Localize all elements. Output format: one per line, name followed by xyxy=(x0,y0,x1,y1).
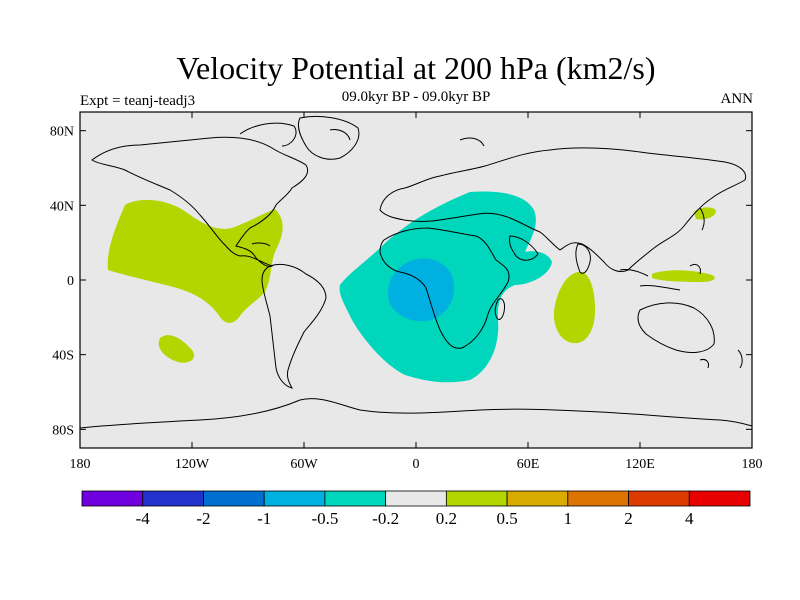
latitude-axis: 80N 40N 0 40S 80S xyxy=(50,125,752,438)
colorbar-label: -4 xyxy=(136,509,151,528)
map-title: Velocity Potential at 200 hPa (km2/s) xyxy=(176,50,656,86)
colorbar-label: 0.5 xyxy=(496,509,517,528)
map-subtitle: 09.0kyr BP - 09.0kyr BP xyxy=(341,89,491,105)
positive-anomaly-south-pacific xyxy=(158,335,195,363)
lat-tick-label: 80S xyxy=(52,423,74,438)
lon-tick-label: 0 xyxy=(413,457,420,472)
positive-anomaly-northwest-pacific xyxy=(694,207,716,220)
colorbar: -4 -2 -1 -0.5 -0.2 0.2 0.5 1 2 4 xyxy=(81,490,751,528)
colorbar-label: 0.2 xyxy=(436,509,457,528)
colorbar-swatch xyxy=(688,490,751,507)
colorbar-label: 1 xyxy=(564,509,573,528)
colorbar-label: -2 xyxy=(196,509,210,528)
colorbar-swatch xyxy=(81,490,144,507)
longitude-axis: 180 120W 60W 0 60E 120E 180 xyxy=(70,112,763,472)
colorbar-label: 4 xyxy=(685,509,694,528)
lon-tick-label: 180 xyxy=(70,457,91,472)
lat-tick-label: 40N xyxy=(50,199,74,214)
colorbar-label: -1 xyxy=(257,509,271,528)
colorbar-swatch xyxy=(445,490,508,507)
lat-tick-label: 80N xyxy=(50,125,74,140)
colorbar-swatch xyxy=(506,490,569,507)
lon-tick-label: 180 xyxy=(742,457,763,472)
lat-tick-label: 40S xyxy=(52,349,74,364)
negative-anomaly-core xyxy=(388,258,454,322)
map-plot: 80N 40N 0 40S 80S 180 120W 60W 0 60E 120E 180 xyxy=(50,111,763,472)
colorbar-label: 2 xyxy=(624,509,633,528)
colorbar-swatch xyxy=(628,490,690,507)
lon-tick-label: 120E xyxy=(625,457,655,472)
lon-tick-label: 60W xyxy=(290,457,318,472)
experiment-label: Expt = teanj-teadj3 xyxy=(80,93,196,109)
positive-anomaly-north-pacific xyxy=(107,199,283,323)
lon-tick-label: 60E xyxy=(517,457,540,472)
colorbar-swatch xyxy=(385,490,447,507)
colorbar-swatch xyxy=(263,490,326,507)
colorbar-label: -0.2 xyxy=(372,509,399,528)
colorbar-label: -0.5 xyxy=(311,509,338,528)
positive-anomaly-indian-ocean xyxy=(553,271,596,344)
coastlines xyxy=(79,115,753,429)
colorbar-swatch xyxy=(203,490,265,507)
positive-anomaly-west-pacific xyxy=(652,270,715,282)
lon-tick-label: 120W xyxy=(175,457,210,472)
colorbar-swatch xyxy=(324,490,387,507)
colorbar-swatch xyxy=(567,490,629,507)
lat-tick-label: 0 xyxy=(67,274,74,289)
season-label: ANN xyxy=(720,91,754,107)
colorbar-swatch xyxy=(142,490,204,507)
